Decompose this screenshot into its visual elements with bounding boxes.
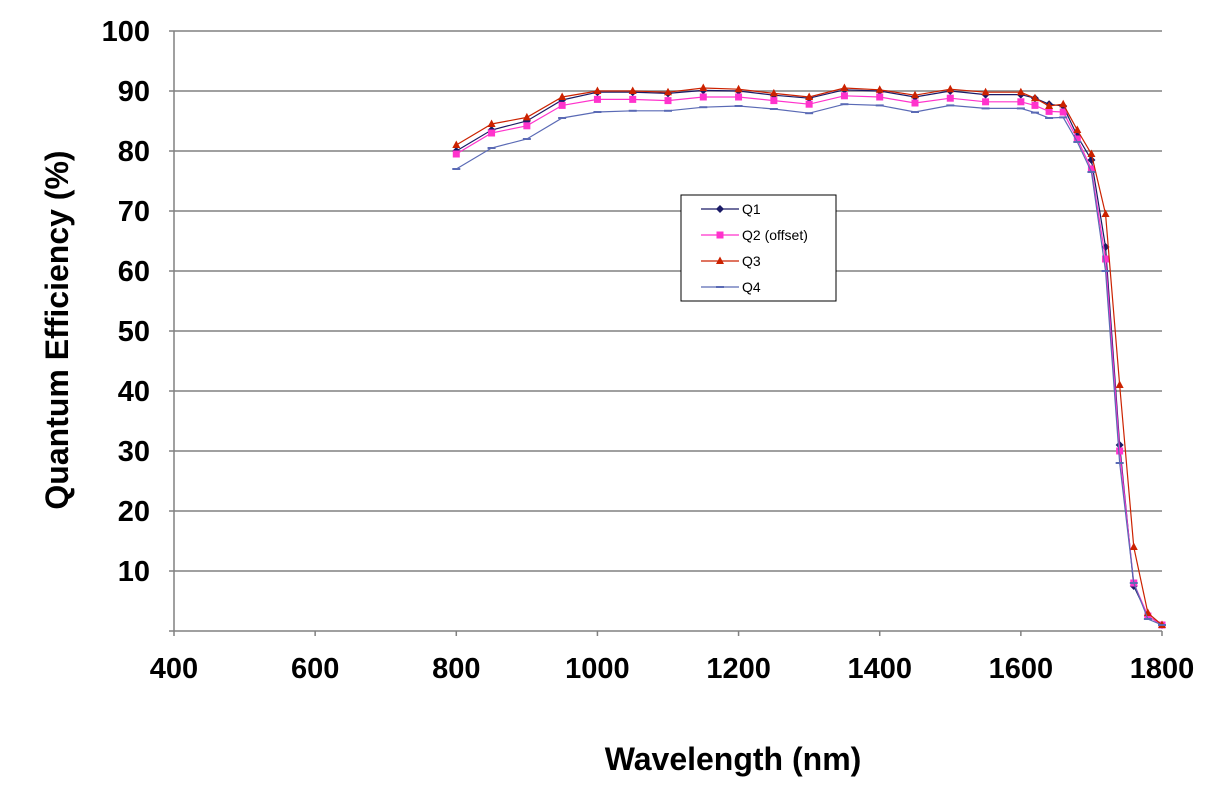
data-point-s2-1	[487, 119, 496, 127]
legend-label: Q2 (offset)	[742, 227, 808, 243]
legend-box	[680, 194, 837, 302]
y-tick-label-100: 100	[102, 16, 150, 48]
data-point-s1-6	[664, 97, 672, 105]
data-point-s2-4	[593, 86, 602, 94]
data-point-s1-13	[911, 99, 919, 107]
data-point-s1-4	[593, 95, 601, 103]
data-point-s2-22	[1101, 209, 1110, 217]
y-tick-label-70: 70	[118, 196, 150, 228]
legend-marker	[716, 231, 724, 239]
legend-item-3: Q4	[701, 279, 761, 295]
series-3	[452, 103, 1166, 626]
x-axis-title: Wavelength (nm)	[605, 741, 862, 777]
legend: Q1 Q2 (offset) Q3 Q4	[680, 194, 837, 302]
data-point-s2-17	[1030, 93, 1039, 102]
data-point-s1-1	[488, 129, 496, 137]
x-tick-label-1000: 1000	[565, 653, 630, 685]
legend-marker	[716, 256, 724, 264]
data-point-s2-2	[522, 112, 531, 121]
x-tick-label-800: 800	[432, 653, 480, 685]
data-point-s2-24	[1129, 542, 1138, 550]
data-point-s1-5	[629, 95, 637, 103]
data-point-s1-8	[735, 93, 743, 101]
data-point-s2-10	[805, 92, 814, 100]
x-tick-label-1600: 1600	[989, 653, 1054, 685]
series-line-1	[455, 95, 1163, 626]
data-point-s2-11	[840, 83, 849, 91]
data-point-s2-20	[1073, 125, 1082, 133]
data-point-s1-3	[558, 101, 566, 109]
data-point-s2-9	[769, 88, 778, 97]
data-point-s2-21	[1087, 149, 1096, 157]
data-point-s2-0	[452, 140, 461, 148]
data-point-s1-23	[1116, 447, 1124, 455]
data-point-s1-18	[1045, 107, 1053, 115]
data-point-s2-18	[1045, 101, 1054, 109]
y-tick-labels: 10 20 30 40 50 60 70 80 90 100	[102, 16, 150, 588]
data-point-s1-15	[982, 98, 990, 106]
y-axis-title: Quantum Efficiency (%)	[39, 150, 75, 509]
series-0	[452, 85, 1166, 629]
data-point-s1-14	[946, 94, 954, 102]
data-point-s2-12	[875, 85, 884, 93]
legend-item-0: Q1	[701, 201, 761, 217]
y-tick-label-60: 60	[118, 256, 150, 288]
legend-label: Q4	[742, 279, 761, 295]
data-point-s1-0	[452, 150, 460, 158]
x-tick-label-1800: 1800	[1130, 653, 1195, 685]
data-point-s2-8	[734, 84, 743, 93]
data-point-s1-16	[1017, 98, 1025, 106]
gridlines	[174, 30, 1162, 572]
legend-marker	[716, 205, 724, 213]
axes	[169, 30, 1163, 636]
data-point-s2-13	[911, 90, 919, 99]
y-tick-label-90: 90	[118, 76, 150, 108]
data-point-s1-17	[1031, 101, 1039, 109]
series-1	[452, 92, 1166, 629]
data-point-s1-21	[1087, 165, 1095, 173]
series-2	[452, 83, 1166, 628]
series-line-3	[455, 103, 1163, 626]
series-group	[452, 83, 1166, 629]
x-tick-label-400: 400	[150, 653, 198, 685]
data-point-s2-23	[1115, 380, 1124, 388]
y-tick-label-20: 20	[118, 496, 150, 528]
data-point-s2-16	[1016, 87, 1025, 96]
y-tick-label-80: 80	[118, 136, 150, 168]
data-point-s2-5	[628, 86, 637, 94]
y-tick-label-50: 50	[118, 316, 150, 348]
data-point-s1-20	[1073, 135, 1081, 143]
data-point-s1-2	[523, 122, 531, 130]
legend-label: Q1	[742, 201, 761, 217]
x-tick-label-600: 600	[291, 653, 339, 685]
data-point-s1-7	[699, 93, 707, 101]
data-point-s2-15	[981, 87, 990, 96]
data-point-s1-22	[1102, 255, 1110, 263]
series-line-0	[455, 89, 1163, 626]
y-tick-label-30: 30	[118, 436, 150, 468]
data-point-s1-19	[1059, 108, 1067, 116]
legend-label: Q3	[742, 253, 761, 269]
x-tick-label-1400: 1400	[847, 653, 912, 685]
data-point-s1-9	[770, 97, 778, 105]
legend-item-1: Q2 (offset)	[701, 227, 808, 243]
data-point-s1-11	[840, 92, 848, 100]
data-point-s2-14	[946, 84, 955, 93]
data-point-s2-19	[1059, 99, 1068, 108]
data-point-s2-3	[558, 92, 567, 100]
series-line-2	[455, 87, 1163, 626]
data-point-s2-7	[699, 83, 708, 91]
y-tick-label-40: 40	[118, 376, 150, 408]
data-point-s1-12	[876, 93, 884, 101]
data-point-s2-6	[664, 87, 672, 96]
legend-item-2: Q3	[701, 253, 761, 269]
x-tick-label-1200: 1200	[706, 653, 771, 685]
y-tick-label-10: 10	[118, 556, 150, 588]
x-tick-labels: 400 600 800 1000 1200 1400 1600 1800	[150, 653, 1194, 685]
data-point-s1-10	[805, 100, 813, 108]
